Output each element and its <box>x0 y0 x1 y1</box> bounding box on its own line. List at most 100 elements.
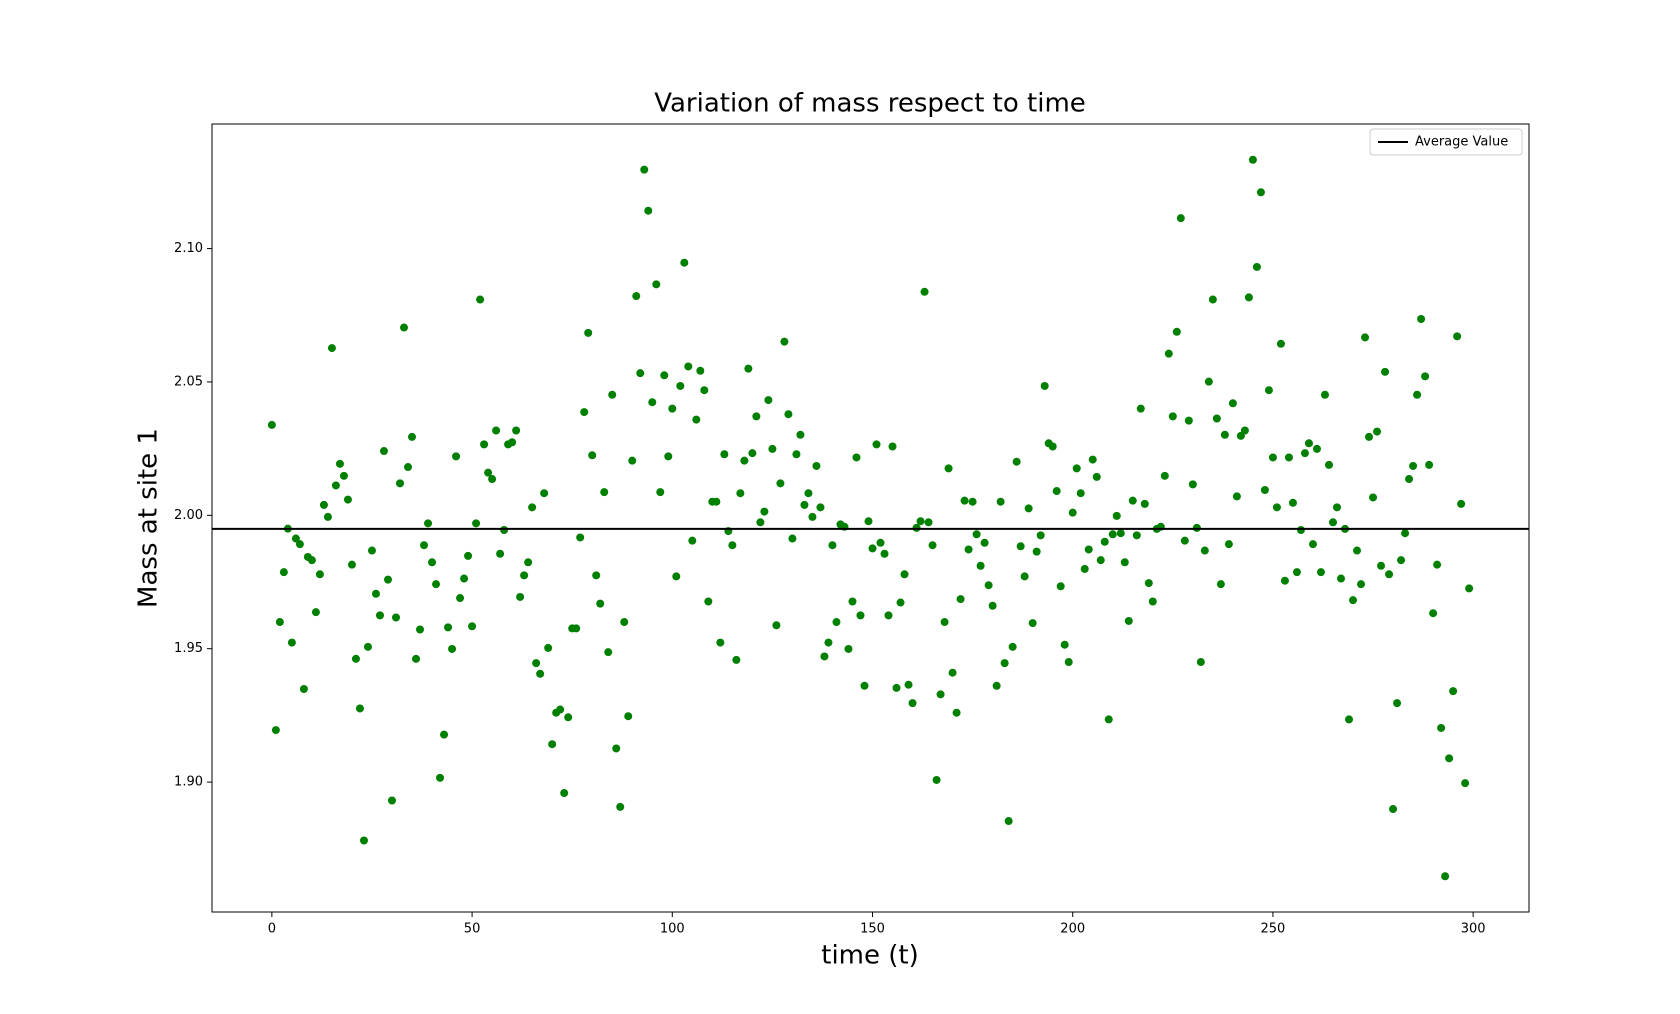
point <box>375 611 384 620</box>
point <box>856 611 865 620</box>
point <box>628 456 637 465</box>
point <box>428 558 437 567</box>
point <box>1076 489 1085 498</box>
point <box>496 549 505 558</box>
point <box>536 669 545 678</box>
point <box>652 280 661 289</box>
point <box>1056 582 1065 591</box>
point <box>1413 390 1422 399</box>
point <box>572 624 581 633</box>
point <box>664 452 673 461</box>
point <box>936 690 945 699</box>
point <box>876 538 885 547</box>
point <box>884 611 893 620</box>
point <box>944 464 953 473</box>
point <box>1393 699 1402 708</box>
point <box>1004 817 1013 826</box>
point <box>788 534 797 543</box>
point <box>1252 262 1261 271</box>
point <box>1312 444 1321 453</box>
point <box>1072 464 1081 473</box>
point <box>616 802 625 811</box>
point <box>1417 314 1426 323</box>
point <box>1132 531 1141 540</box>
point <box>472 519 481 528</box>
point <box>1244 293 1253 302</box>
point <box>1080 564 1089 573</box>
point <box>560 789 569 798</box>
point <box>1196 658 1205 667</box>
point <box>1324 460 1333 469</box>
point <box>640 165 649 174</box>
point <box>844 644 853 653</box>
point <box>1144 579 1153 588</box>
point <box>440 730 449 739</box>
point <box>1268 453 1277 462</box>
point <box>784 410 793 419</box>
point <box>564 713 573 722</box>
point <box>379 447 388 456</box>
point <box>1357 580 1366 589</box>
point <box>1068 508 1077 517</box>
point <box>339 471 348 480</box>
point <box>580 408 589 417</box>
point <box>696 366 705 375</box>
point <box>736 489 745 498</box>
point <box>1445 754 1454 763</box>
point <box>1248 155 1257 164</box>
point <box>1457 499 1466 508</box>
point <box>448 644 457 653</box>
point <box>800 500 809 509</box>
point <box>452 452 461 461</box>
point <box>952 708 961 717</box>
point <box>808 512 817 521</box>
point <box>1381 367 1390 376</box>
point <box>331 481 340 490</box>
point <box>1461 779 1470 788</box>
point <box>383 575 392 584</box>
point <box>1337 574 1346 583</box>
x-tick-label: 50 <box>464 922 481 937</box>
point <box>968 497 977 506</box>
point <box>556 705 565 714</box>
point <box>728 541 737 550</box>
point <box>307 556 316 565</box>
point <box>1116 529 1125 538</box>
point <box>636 369 645 378</box>
point <box>1409 461 1418 470</box>
point <box>1000 659 1009 668</box>
point <box>1040 381 1049 390</box>
point <box>576 533 585 542</box>
point <box>1264 386 1273 395</box>
point <box>588 451 597 460</box>
point <box>732 655 741 664</box>
point <box>692 415 701 424</box>
point <box>1365 432 1374 441</box>
point <box>275 618 284 627</box>
point <box>1296 526 1305 535</box>
point <box>424 519 433 528</box>
point <box>355 704 364 713</box>
point <box>319 500 328 509</box>
point <box>868 544 877 553</box>
point <box>295 540 304 549</box>
point <box>1441 872 1450 881</box>
point <box>404 463 413 472</box>
point <box>828 541 837 550</box>
point <box>1192 523 1201 532</box>
point <box>1272 503 1281 512</box>
point <box>760 507 769 516</box>
point <box>1449 687 1458 696</box>
point <box>544 643 553 652</box>
point <box>532 659 541 668</box>
point <box>1361 333 1370 342</box>
point <box>620 618 629 627</box>
point <box>940 618 949 627</box>
point <box>1320 390 1329 399</box>
point <box>548 740 557 749</box>
point <box>916 517 925 526</box>
point <box>1172 327 1181 336</box>
point <box>464 551 473 560</box>
